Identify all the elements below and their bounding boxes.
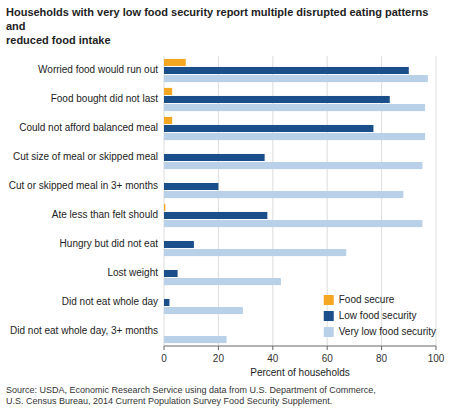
bar <box>164 154 265 161</box>
bar <box>164 59 186 66</box>
bar <box>164 249 346 256</box>
bar <box>164 307 243 314</box>
tick-mark <box>272 346 273 350</box>
tick-label: 0 <box>161 353 167 364</box>
category-label: Worried food would run out <box>38 64 158 75</box>
tick-mark <box>164 346 165 350</box>
x-axis: 0 20 40 60 80 100 <box>161 346 445 364</box>
bar <box>164 233 165 240</box>
category-label: Cut size of meal or skipped meal <box>13 151 158 162</box>
tick-label: 100 <box>428 353 445 364</box>
tick-mark <box>381 346 382 350</box>
bar <box>164 104 425 111</box>
bar <box>164 125 373 132</box>
grid <box>164 56 436 346</box>
bar <box>164 241 194 248</box>
tick-label: 60 <box>322 353 334 364</box>
bar <box>164 291 165 298</box>
category-label: Cut or skipped meal in 3+ months <box>9 180 158 191</box>
axis-line <box>164 346 436 347</box>
bar <box>164 270 178 277</box>
bar <box>164 212 267 219</box>
bars <box>164 59 428 343</box>
bar <box>164 75 428 82</box>
bar <box>164 299 169 306</box>
bar <box>164 336 227 343</box>
tick-label: 80 <box>376 353 388 364</box>
tick-mark <box>327 346 328 350</box>
tick-mark <box>436 346 437 350</box>
bar <box>164 191 403 198</box>
legend: Food secure Low food security Very low foo… <box>324 294 436 337</box>
bar <box>164 96 390 103</box>
source: Source: USDA, Economic Research Service … <box>6 385 376 406</box>
chart: Households with very low food security r… <box>0 0 450 409</box>
bar <box>164 204 165 211</box>
y-axis: Worried food would run out Food bought di… <box>9 64 158 336</box>
title: Households with very low food security r… <box>6 6 428 46</box>
bar <box>164 175 165 182</box>
bar <box>164 162 422 169</box>
bar <box>164 262 165 269</box>
category-label: Could not afford balanced meal <box>19 122 158 133</box>
category-label: Ate less than felt should <box>52 209 158 220</box>
category-label: Food bought did not last <box>51 93 159 104</box>
bar <box>164 328 165 335</box>
category-label: Lost weight <box>107 267 158 278</box>
bar <box>164 67 409 74</box>
legend-label: Low food security <box>339 310 417 321</box>
legend-label: Food secure <box>339 294 395 305</box>
category-label: Hungry but did not eat <box>60 238 159 249</box>
legend-swatch <box>324 327 334 337</box>
bar <box>164 88 172 95</box>
bar <box>164 133 425 140</box>
bar <box>164 183 218 190</box>
bar <box>164 278 281 285</box>
bar <box>164 220 422 227</box>
category-label: Did not eat whole day <box>62 296 158 307</box>
tick-label: 20 <box>213 353 225 364</box>
tick-label: 40 <box>267 353 279 364</box>
bar <box>164 117 172 124</box>
legend-label: Very low food security <box>339 326 436 337</box>
legend-swatch <box>324 295 334 305</box>
x-axis-label: Percent of households <box>250 367 350 378</box>
tick-mark <box>218 346 219 350</box>
category-label: Did not eat whole day, 3+ months <box>10 325 158 336</box>
bar <box>164 146 165 153</box>
grid-line <box>436 56 437 346</box>
bar <box>164 320 165 327</box>
legend-swatch <box>324 311 334 321</box>
